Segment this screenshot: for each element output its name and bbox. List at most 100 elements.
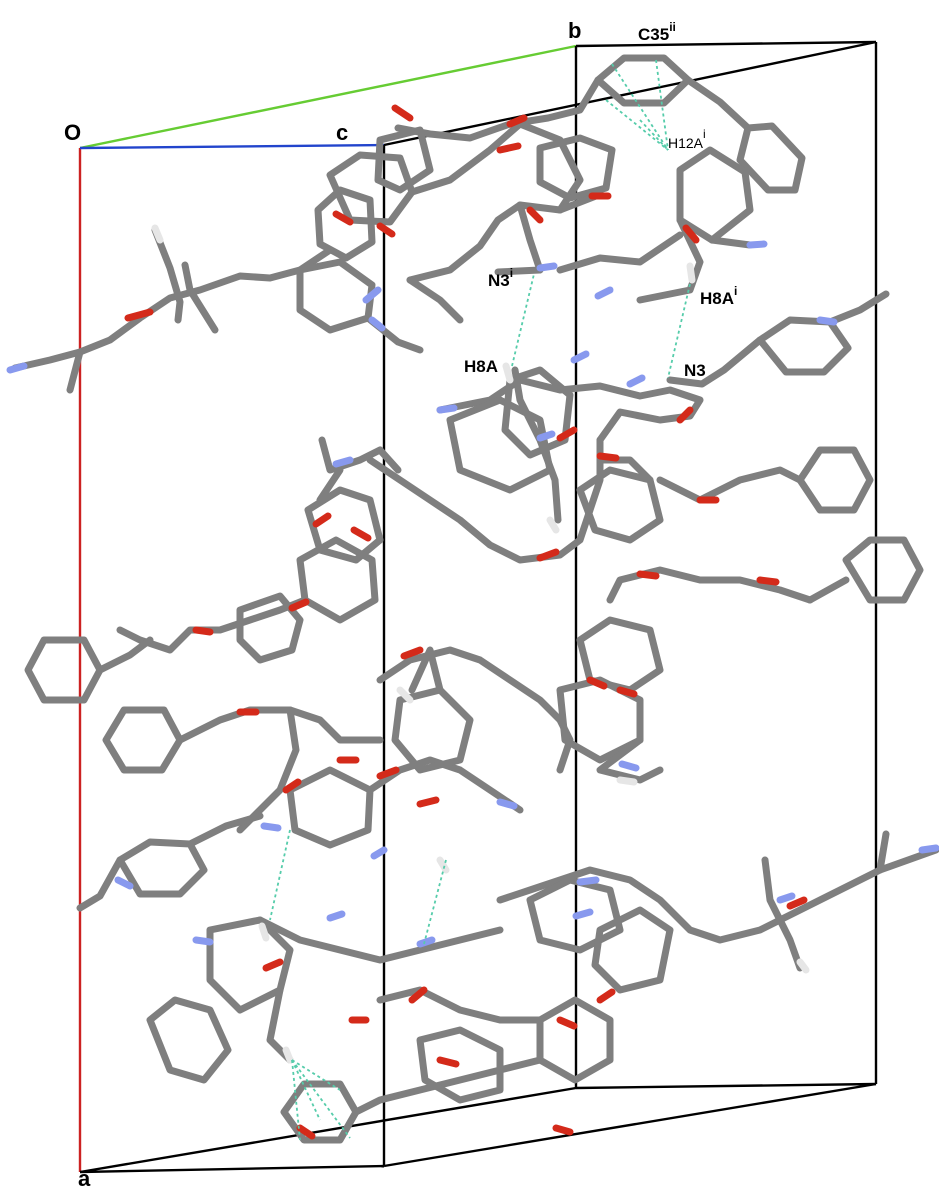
ring [536, 134, 616, 202]
oxygen-bond [556, 426, 578, 442]
hbond-lower-center [423, 859, 447, 945]
contact-lower [291, 1059, 301, 1141]
hbond-h8a-n3i [511, 273, 535, 367]
bond-chain [596, 736, 664, 784]
bond-chain [151, 226, 184, 324]
ring [416, 1026, 504, 1104]
c-axis-label: c [336, 120, 348, 145]
bond-chain [556, 231, 684, 274]
ring [374, 126, 434, 194]
bond-chain [266, 986, 294, 1064]
oxygen-bond [288, 598, 310, 612]
nitrogen-bond [332, 456, 354, 468]
contact-c35-h12a [605, 99, 669, 151]
hydrogen-atoms [151, 224, 810, 1064]
atom-label-h8ai: H8Ai [700, 284, 737, 308]
oxygen-bond [682, 224, 700, 244]
nitrogen-bond [6, 362, 28, 374]
nitrogen-bond [260, 822, 282, 832]
nitrogen-bond [576, 876, 600, 886]
ring [536, 996, 614, 1084]
contact-c35-h12a [639, 119, 669, 151]
bond-chain [826, 290, 890, 326]
bond-chain [186, 812, 264, 848]
oxygen-bond [282, 778, 302, 794]
bond-chain [96, 636, 154, 674]
atom-label-n3i: N3i [488, 266, 513, 290]
oxygen-bond [786, 896, 808, 910]
atom-label-c35: C35ii [638, 20, 676, 44]
b-axis-label: b [568, 18, 581, 43]
bond-chain [806, 576, 850, 604]
ring [501, 366, 574, 459]
bond-chain [666, 336, 764, 388]
atom-label-h12a: H12Ai [668, 127, 706, 151]
nitrogen-bond [572, 908, 594, 920]
oxygen-bond [596, 988, 616, 1004]
hydrogen-bond-stub [502, 362, 514, 384]
hydrogen-bond-stub [282, 1046, 294, 1064]
b-axis-line [79, 44, 577, 150]
ring [296, 258, 376, 334]
benzene-ring [796, 446, 874, 514]
hydrogen-bond-stub [258, 922, 270, 942]
bond-chain [496, 846, 939, 944]
nitrogen-bond [816, 316, 838, 326]
nitrogen-bond [192, 936, 214, 946]
bond-chain [408, 646, 444, 694]
cell-edge [79, 1086, 577, 1174]
cell-edge [79, 1164, 385, 1174]
axis-labels: O a b c [64, 18, 581, 1191]
bond-chain [181, 261, 219, 334]
oxygen-bond [262, 958, 284, 972]
nitrogen-bond [570, 350, 590, 364]
unit-cell [78, 40, 878, 1174]
hydrogen-bond-stub [546, 516, 560, 534]
bond-chain [236, 706, 300, 834]
bond-chain [66, 348, 84, 394]
bond-chain [494, 201, 544, 276]
bond-chain [708, 236, 754, 249]
nitrogen-bond [370, 846, 388, 860]
oxygen-bond [408, 986, 428, 1004]
cell-edge [383, 1082, 877, 1168]
nitrogen-bond [368, 316, 386, 332]
nitrogen-bond [626, 374, 646, 388]
bond-chain [761, 856, 804, 972]
nitrogen-bond [618, 760, 640, 772]
hbond-lower-left [269, 829, 291, 921]
nitrogen-bond [776, 892, 796, 904]
oxygen-bond [556, 1016, 578, 1030]
hydrogen-bond-stub [686, 262, 696, 284]
benzene-ring [146, 996, 232, 1084]
molecules [11, 54, 939, 1144]
oxygen-bond [536, 548, 560, 562]
bond-chain [684, 76, 752, 132]
oxygen-atoms [124, 104, 808, 1140]
oxygen-bond [376, 222, 396, 238]
ring [446, 396, 554, 494]
ring [314, 186, 376, 262]
oxygen-bond [636, 570, 660, 580]
hydrogen-bond-stub [396, 686, 414, 704]
cell-edge [575, 40, 877, 48]
benzene-ring [842, 536, 924, 604]
hydrogen-bond-stub [151, 224, 164, 244]
bond-chain [176, 706, 384, 744]
nitrogen-bond [326, 910, 346, 922]
oxygen-bond [756, 576, 780, 586]
contact-lower [291, 1059, 321, 1121]
ring [576, 466, 664, 544]
nitrogen-bond [536, 430, 556, 442]
nitrogen-bond [746, 240, 768, 249]
oxygen-bond [526, 206, 544, 224]
nitrogen-bond [114, 876, 134, 890]
atom-label-n3: N3 [684, 361, 706, 380]
oxygen-bond [436, 1056, 460, 1068]
bond-chain [11, 246, 334, 372]
benzene-ring [24, 636, 104, 704]
hydrogen-bond-stub [616, 776, 638, 786]
bond-chain [394, 76, 602, 142]
cell-edge [575, 1082, 877, 1090]
